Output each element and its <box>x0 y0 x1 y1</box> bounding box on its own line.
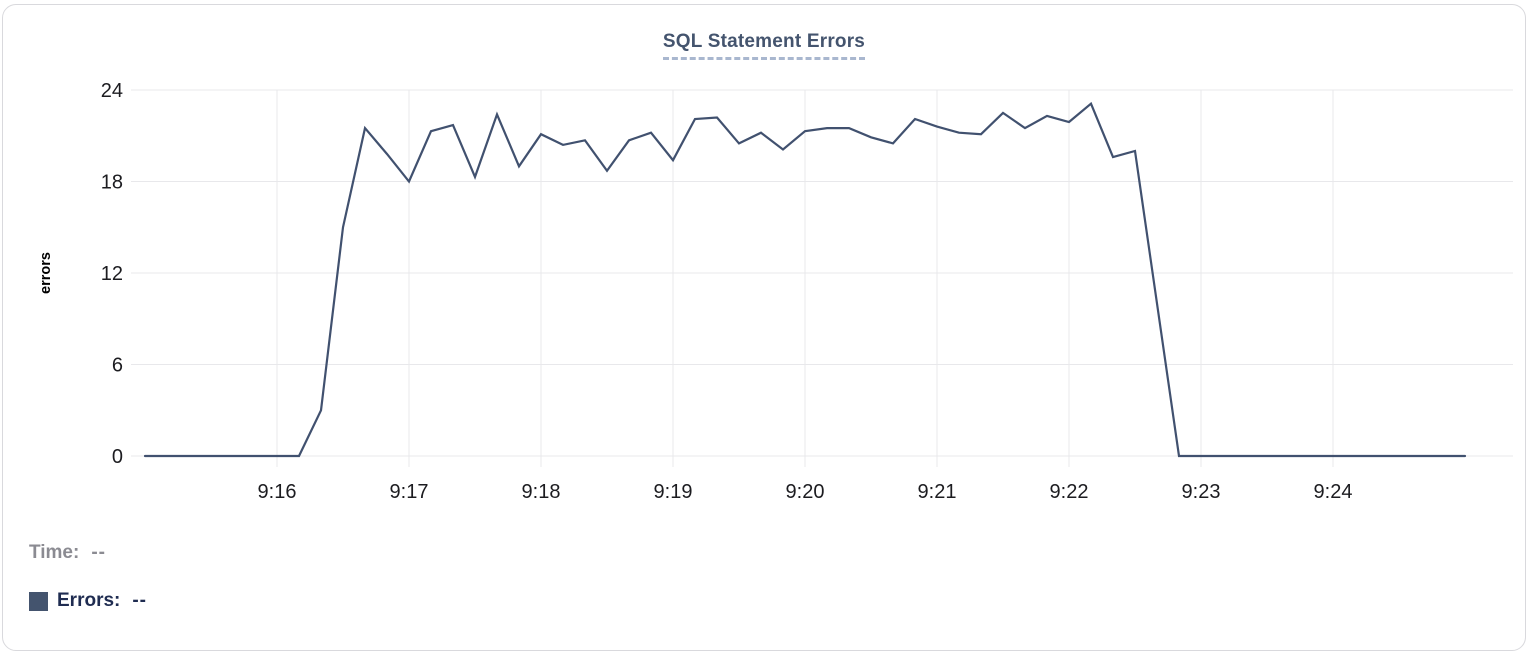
x-tick-label: 9:17 <box>390 481 429 503</box>
time-readout: Time: -- <box>29 541 147 565</box>
x-tick-label: 9:20 <box>786 481 825 503</box>
x-tick-label: 9:23 <box>1182 481 1221 503</box>
x-tick-label: 9:24 <box>1314 481 1353 503</box>
y-tick-label: 24 <box>101 80 123 102</box>
y-axis-title: errors <box>38 252 54 294</box>
x-tick-label: 9:18 <box>522 481 561 503</box>
gridlines <box>131 89 1513 467</box>
y-tick-label: 18 <box>101 172 123 194</box>
y-tick-label: 12 <box>101 263 123 285</box>
y-axis-labels: 0 6 12 18 24 <box>101 80 123 468</box>
y-tick-label: 0 <box>112 446 123 468</box>
x-axis-labels: 9:16 9:17 9:18 9:19 9:20 9:21 9:22 9:23 9:24 <box>258 481 1353 503</box>
chart-card: SQL Statement Errors 0 6 12 18 24 9:16 9:17 9:1… <box>2 4 1526 651</box>
x-tick-label: 9:19 <box>654 481 693 503</box>
errors-series-line <box>143 101 1467 458</box>
y-tick-label: 6 <box>112 355 123 377</box>
time-value: -- <box>91 542 106 563</box>
errors-label: Errors: <box>57 590 121 611</box>
errors-value: -- <box>132 590 148 611</box>
x-tick-label: 9:21 <box>918 481 957 503</box>
legend-item-errors[interactable]: Errors: -- <box>29 589 147 613</box>
x-tick-label: 9:16 <box>258 481 297 503</box>
chart-canvas[interactable]: 0 6 12 18 24 9:16 9:17 9:18 9:19 9:20 9:21 9:22 9:23… <box>3 5 1526 510</box>
chart-title[interactable]: SQL Statement Errors <box>662 31 866 60</box>
chart-legend: Time: -- Errors: -- <box>29 541 147 637</box>
sql-statement-errors-chart[interactable]: 0 6 12 18 24 9:16 9:17 9:18 9:19 9:20 9:21 9:22 9:23… <box>3 5 1526 510</box>
time-label: Time: <box>29 542 80 563</box>
errors-series-swatch <box>29 591 48 611</box>
x-tick-label: 9:22 <box>1050 481 1089 503</box>
chart-header: SQL Statement Errors <box>3 31 1525 60</box>
